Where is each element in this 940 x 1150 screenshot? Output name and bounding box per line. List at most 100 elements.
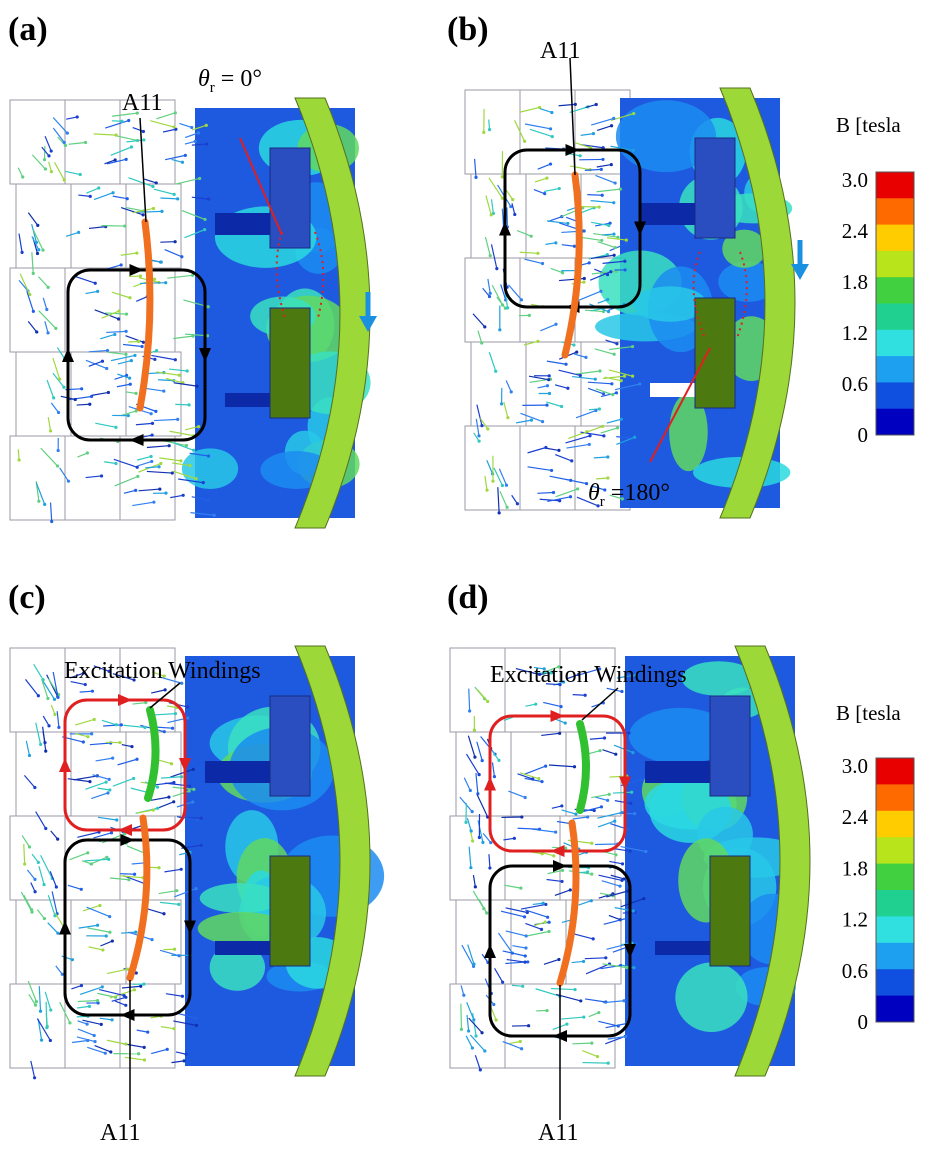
wireframe <box>15 183 72 269</box>
flux-arrow <box>511 203 516 215</box>
colorbar-band <box>876 224 914 252</box>
flux-arrow <box>33 664 44 681</box>
flux-arrow-head <box>99 1022 103 1026</box>
flux-arrow <box>572 816 588 820</box>
flux-arrow <box>610 874 625 880</box>
flux-arrow <box>488 854 491 869</box>
flux-arrow-head <box>540 779 544 784</box>
flux-arrow-head <box>87 1004 92 1008</box>
loop-arrow <box>553 860 567 872</box>
flux-arrow-head <box>541 901 545 905</box>
flux-arrow-head <box>195 818 200 822</box>
flux-arrow <box>172 786 194 790</box>
flux-arrow-head <box>170 471 174 475</box>
flux-arrow <box>598 893 614 899</box>
flux-arrow-head <box>578 373 582 378</box>
panel-artwork <box>449 645 811 1120</box>
flux-arrow <box>113 458 138 468</box>
artwork <box>9 57 811 1120</box>
flux-arrow <box>174 177 200 185</box>
flux-arrow-head <box>141 213 145 217</box>
tooth <box>269 307 311 419</box>
wireframe <box>9 435 66 521</box>
flux-arrow-head <box>85 451 89 455</box>
flux-arrow-head <box>123 224 127 228</box>
flux-arrow-head <box>33 1003 38 1007</box>
motion-arrow-head <box>359 316 377 332</box>
flux-arrow <box>116 383 131 388</box>
flux-arrow <box>606 687 623 693</box>
flux-arrow <box>144 387 164 392</box>
flux-arrow <box>44 136 52 152</box>
flux-arrow <box>171 1060 185 1064</box>
flux-arrow <box>554 384 569 389</box>
flux-arrow <box>529 128 553 138</box>
flux-arrow <box>77 831 100 838</box>
flux-arrow-head <box>164 491 168 495</box>
flux-arrow <box>493 467 503 486</box>
flux-arrow <box>588 1012 600 1018</box>
flux-arrow-head <box>154 349 159 353</box>
flux-arrow-head <box>129 145 134 149</box>
flux-arrow-head <box>581 959 586 964</box>
flux-arrow <box>546 878 563 883</box>
flux-arrow-head <box>169 762 174 766</box>
flux-arrow-head <box>27 753 32 758</box>
colorbar-frame <box>875 171 915 436</box>
flux-arrow-head <box>570 459 574 463</box>
flux-arrow <box>491 750 500 761</box>
flux-arrow <box>77 1005 90 1009</box>
flux-arrow <box>578 900 592 906</box>
flux-arrow-head <box>37 499 41 503</box>
flux-arrow-head <box>473 885 477 889</box>
flux-arrow <box>572 693 586 696</box>
flux-arrow-head <box>601 392 606 396</box>
flux-arrow <box>65 170 81 176</box>
flux-arrow-head <box>595 1054 600 1059</box>
flux-arrow-head <box>201 481 205 485</box>
angle-text: = 0° <box>215 66 262 92</box>
flux-arrow <box>106 330 127 334</box>
flux-arrow <box>539 108 553 114</box>
flux-arrow <box>17 167 24 178</box>
flux-arrow-head <box>70 958 74 962</box>
wireframe <box>64 267 121 353</box>
flux-arrow-head <box>157 465 161 469</box>
flux-arrow-head <box>486 699 490 704</box>
flux-arrow <box>78 194 91 197</box>
flux-arrow-head <box>625 827 629 831</box>
flux-arrow <box>56 347 66 360</box>
colorbar-tick-label: 3.0 <box>842 754 868 778</box>
flux-arrow-head <box>194 477 198 481</box>
flux-arrow <box>616 435 628 439</box>
flux-arrow-head <box>20 250 24 254</box>
flux-arrow-head <box>600 238 604 243</box>
flux-arrow-head <box>623 259 627 263</box>
flux-arrow-head <box>95 998 100 1003</box>
flux-arrow-head <box>504 483 509 487</box>
flux-arrow-head <box>150 421 155 425</box>
flux-arrow-head <box>125 373 129 377</box>
flux-arrow-head <box>547 374 551 378</box>
flux-arrow-head <box>135 111 139 115</box>
flux-arrow <box>47 894 56 916</box>
flux-arrow <box>159 676 182 684</box>
flux-arrow <box>488 177 503 199</box>
flux-arrow <box>490 199 494 214</box>
windings-label: Excitation Windings <box>490 662 687 688</box>
flux-arrow <box>533 921 546 927</box>
flux-arrow <box>168 368 188 372</box>
flux-arrow-head <box>498 328 502 332</box>
flux-arrow <box>121 985 141 989</box>
flux-arrow <box>596 164 612 168</box>
flux-arrow <box>473 158 477 178</box>
flux-arrow-head <box>111 191 115 195</box>
flux-arrow <box>153 188 175 195</box>
flux-arrow <box>112 112 138 117</box>
colorbar: 3.0 2.4 1.8 1.2 0.6 0 <box>842 168 915 447</box>
flux-arrow-head <box>140 344 144 349</box>
flux-arrow <box>95 422 117 428</box>
flux-arrow-head <box>205 142 209 146</box>
flux-arrow <box>88 946 104 951</box>
flux-arrow-head <box>543 192 547 196</box>
